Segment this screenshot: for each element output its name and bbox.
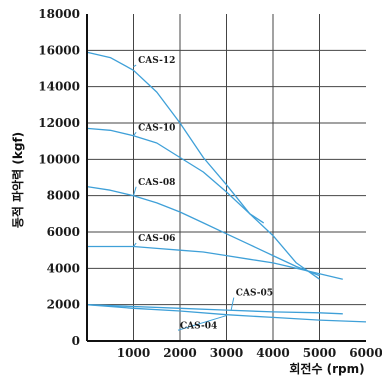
series-label: CAS-04 [180,321,217,331]
series-label: CAS-10 [138,123,175,133]
y-tick-label: 18000 [38,7,80,21]
grid [87,14,366,341]
series-label: CAS-06 [138,234,175,244]
label-leader-line [177,315,227,331]
y-tick-label: 16000 [38,43,80,57]
y-axis-label: 동적 파악력 (kgf) [10,132,25,228]
series-line-cas-12 [86,51,265,224]
y-tick-label: 10000 [38,152,80,166]
y-tick-label: 4000 [47,261,80,275]
tick-labels: 0 2000 4000 6000 8000 10000 12000 14000 16000 180… [38,7,382,360]
x-axis-label: 회전수 (rpm) [289,361,364,376]
y-tick-label: 12000 [38,116,80,130]
axes [86,14,366,342]
label-leader-line [133,64,137,68]
x-tick-label: 5000 [303,346,336,360]
series-label: CAS-08 [138,178,175,188]
series-line-cas-06 [87,245,343,280]
label-leader-line [133,186,137,196]
series-lines [86,51,367,323]
x-tick-label: 3000 [210,346,243,360]
y-tick-label: 6000 [47,225,80,239]
series-label: CAS-05 [236,289,273,299]
series-line-cas-05 [86,304,343,315]
y-tick-label: 8000 [47,189,80,203]
x-tick-label: 2000 [163,346,196,360]
label-leader-line [133,242,137,247]
series-line-cas-04 [86,304,367,323]
y-tick-label: 0 [72,334,80,348]
label-leader-line [230,297,235,311]
label-leader-line [133,131,137,137]
series-line-cas-08 [86,185,320,277]
series-line-cas-10 [86,127,320,280]
x-tick-label: 6000 [349,346,382,360]
y-tick-label: 14000 [38,80,80,94]
x-tick-label: 1000 [117,346,150,360]
y-tick-label: 2000 [47,298,80,312]
x-tick-label: 4000 [256,346,289,360]
series-labels: CAS-12 CAS-10 CAS-08 CAS-06 CAS-05 CAS-04 [133,56,273,331]
series-label: CAS-12 [138,56,175,66]
